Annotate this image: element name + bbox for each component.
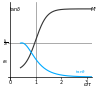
Text: tan$\delta$: tan$\delta$	[9, 5, 22, 14]
Text: tan$\delta$: tan$\delta$	[75, 68, 86, 75]
Text: $M'$: $M'$	[90, 6, 98, 14]
Text: $\delta_0$: $\delta_0$	[2, 59, 8, 66]
Text: $\omega\tau$: $\omega\tau$	[83, 81, 92, 88]
Text: $\frac{\delta_0}{2\pi}$: $\frac{\delta_0}{2\pi}$	[3, 37, 8, 49]
